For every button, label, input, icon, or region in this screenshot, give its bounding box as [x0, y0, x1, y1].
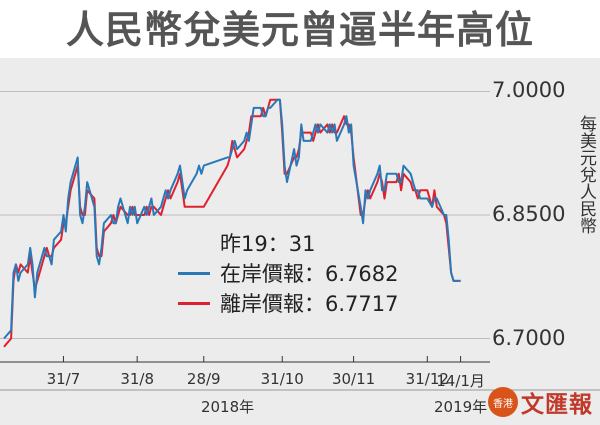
legend-time: 昨19：31: [220, 232, 316, 256]
legend-entry-offshore: 離岸價報：6.7717: [178, 288, 398, 318]
x-tick-label: 28/9: [186, 370, 221, 388]
x-tick-label: 31/7: [46, 370, 81, 388]
legend-label-onshore: 在岸價報：6.7682: [220, 262, 399, 286]
chart-area: [0, 58, 600, 425]
logo-mark: 香港: [488, 387, 518, 417]
x-tick-label: 31/10: [260, 370, 304, 388]
x-tick-label: 14/1月: [436, 372, 485, 390]
chart-title: 人民幣兌美元曾逼半年高位: [65, 7, 534, 52]
series-line-onshore: [3, 98, 461, 340]
x-tick-label: 31/12: [405, 370, 449, 388]
x-tick-label: 31/8: [120, 370, 155, 388]
year-label: 2019年: [434, 398, 488, 416]
y-tick-label: 7.0000: [492, 78, 566, 103]
legend-entry-onshore: 在岸價報：6.7682: [178, 258, 398, 288]
year-label: 2018年: [200, 398, 255, 416]
legend-swatch-offshore: [178, 301, 210, 305]
y-tick-label: 6.7000: [492, 325, 566, 350]
y-axis-label: 每美元兌人民幣: [576, 115, 596, 234]
title-bar: 人民幣兌美元曾逼半年高位: [0, 0, 600, 52]
legend: 昨19：31 在岸價報：6.7682 離岸價報：6.7717: [178, 228, 398, 318]
series-lines: [3, 98, 461, 348]
y-tick-label: 6.8500: [492, 202, 566, 226]
logo-text: 文匯報: [521, 392, 593, 418]
legend-label-offshore: 離岸價報：6.7717: [220, 292, 399, 316]
legend-swatch-onshore: [178, 271, 210, 275]
x-tick-label: 30/11: [331, 370, 376, 388]
newspaper-logo: 香港 文匯報: [488, 384, 596, 420]
